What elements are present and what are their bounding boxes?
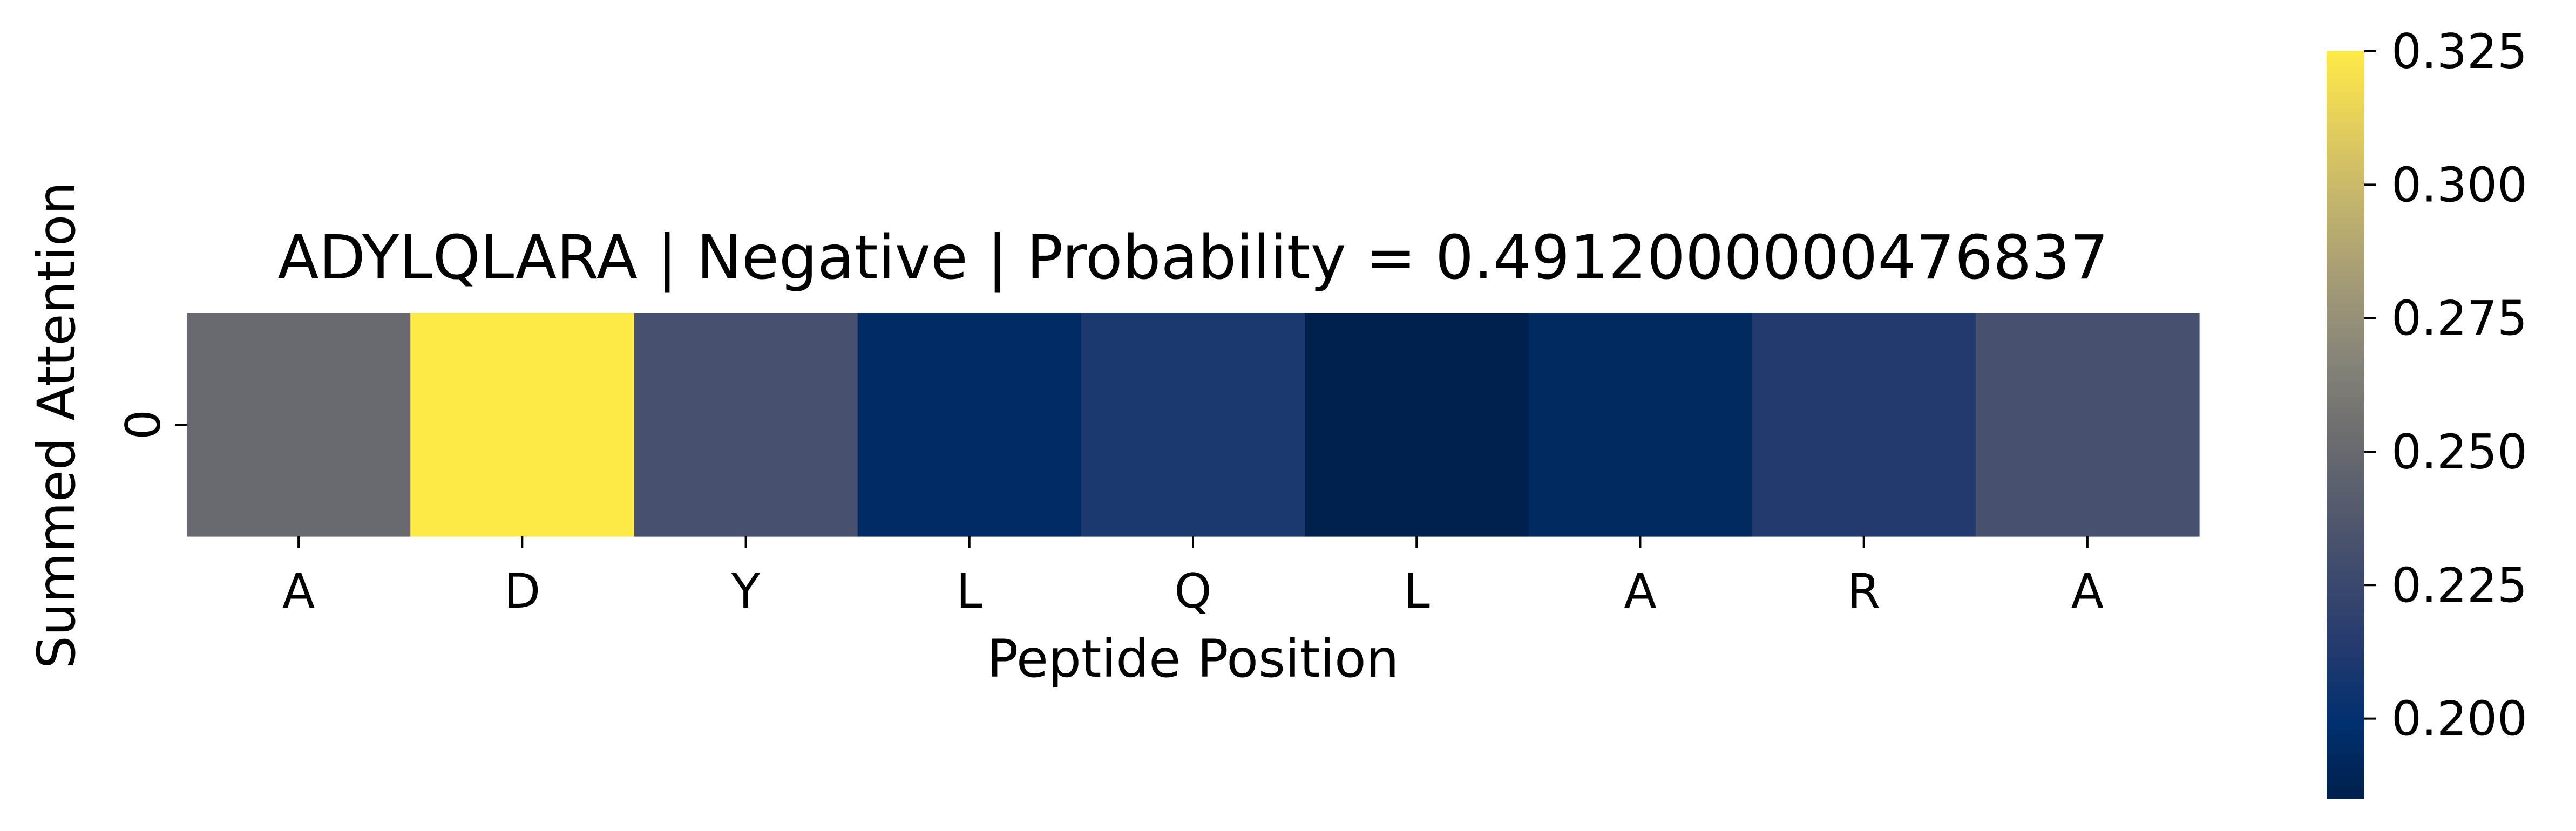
- heatmap-cells: [187, 313, 2200, 537]
- colorbar-tick-label: 0.225: [2391, 557, 2527, 613]
- x-tick-label: Y: [731, 563, 761, 619]
- colorbar: [2327, 51, 2364, 799]
- colorbar-ticks: 0.200 0.225 0.250 0.275 0.300 0.325: [2364, 24, 2527, 747]
- x-axis-label: Peptide Position: [987, 629, 1399, 689]
- heatmap-cell: [187, 313, 411, 537]
- heatmap-cell: [1528, 313, 1753, 537]
- colorbar-tick-label: 0.200: [2391, 691, 2527, 747]
- heatmap-cell: [1081, 313, 1305, 537]
- heatmap-cell: [1752, 313, 1976, 537]
- heatmap-cell: [410, 313, 635, 537]
- heatmap-cell: [1305, 313, 1529, 537]
- y-tick-label: 0: [116, 410, 171, 440]
- x-tick-label: L: [1404, 563, 1430, 619]
- colorbar-tick-label: 0.300: [2391, 157, 2527, 213]
- heatmap-cell: [1975, 313, 2200, 537]
- colorbar-tick-label: 0.250: [2391, 424, 2527, 480]
- x-tick-label: L: [956, 563, 982, 619]
- colorbar-tick-label: 0.275: [2391, 291, 2527, 346]
- y-axis-ticks: 0: [116, 410, 187, 440]
- x-tick-label: Q: [1174, 563, 1211, 619]
- x-tick-label: A: [2071, 563, 2104, 619]
- heatmap-cell: [634, 313, 858, 537]
- x-tick-label: D: [504, 563, 540, 619]
- x-tick-label: A: [1624, 563, 1656, 619]
- chart-title: ADYLQLARA | Negative | Probability = 0.4…: [277, 223, 2109, 293]
- heatmap-cell: [857, 313, 1082, 537]
- y-axis-label: Summed Attention: [26, 182, 87, 669]
- x-tick-label: R: [1847, 563, 1880, 619]
- colorbar-tick-label: 0.325: [2391, 24, 2527, 79]
- x-tick-label: A: [282, 563, 315, 619]
